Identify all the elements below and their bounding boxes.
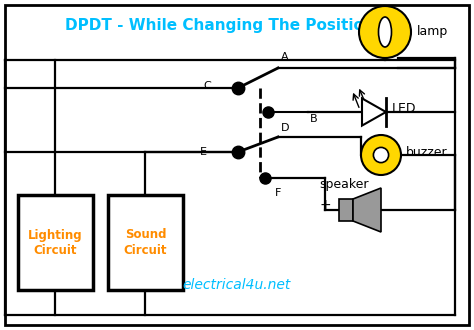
Circle shape xyxy=(374,148,389,163)
Text: E·: E· xyxy=(200,147,210,157)
Text: lamp: lamp xyxy=(417,25,448,39)
Text: Lighting
Circuit: Lighting Circuit xyxy=(28,228,83,256)
Text: Sound
Circuit: Sound Circuit xyxy=(124,228,167,256)
Polygon shape xyxy=(353,188,381,232)
Text: A: A xyxy=(281,52,289,62)
Text: C: C xyxy=(203,81,211,91)
Circle shape xyxy=(359,6,411,58)
Polygon shape xyxy=(362,98,386,126)
Circle shape xyxy=(361,135,401,175)
Text: D: D xyxy=(281,123,290,133)
Bar xyxy=(18,195,93,290)
Text: electrical4u.net: electrical4u.net xyxy=(183,278,291,292)
Text: LED: LED xyxy=(392,102,417,115)
Text: buzzer: buzzer xyxy=(406,147,447,159)
Text: +: + xyxy=(319,198,331,212)
Bar xyxy=(339,199,353,221)
Ellipse shape xyxy=(379,17,392,47)
Bar xyxy=(108,195,183,290)
Text: F: F xyxy=(275,188,282,198)
Text: B: B xyxy=(310,114,318,124)
Text: DPDT - While Changing The Position: DPDT - While Changing The Position xyxy=(65,18,375,33)
Text: speaker: speaker xyxy=(319,178,368,191)
